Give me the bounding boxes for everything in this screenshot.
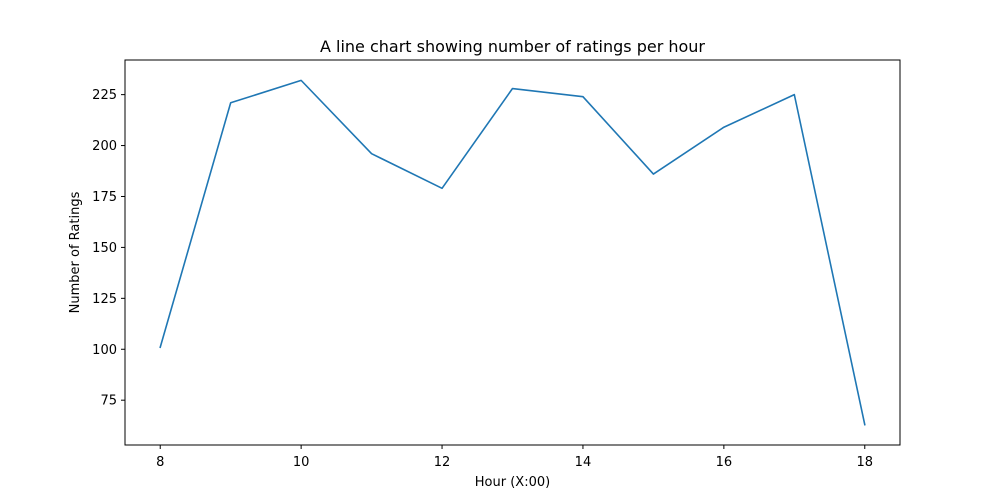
x-tick-label: 18 (856, 455, 873, 470)
x-tick-label: 16 (716, 455, 733, 470)
y-tick-label: 150 (92, 241, 117, 256)
y-tick-label: 75 (100, 394, 117, 409)
series-layer (159, 79, 866, 426)
plot-frame (124, 59, 901, 446)
y-tick-label: 175 (92, 190, 117, 205)
series-line (159, 79, 866, 426)
y-axis-label: Number of Ratings (68, 191, 83, 313)
x-axis-ticks: 8 10 12 14 16 18 (156, 445, 873, 470)
y-tick-label: 225 (92, 88, 117, 103)
x-tick-label: 12 (434, 455, 451, 470)
plot-area: 8 10 12 14 16 18 75 100 125 150 175 200 225 (92, 59, 901, 470)
y-tick-label: 100 (92, 343, 117, 358)
chart-title: A line chart showing number of ratings p… (320, 37, 705, 56)
x-tick-label: 10 (293, 455, 310, 470)
y-tick-label: 125 (92, 292, 117, 307)
x-tick-label: 8 (156, 455, 164, 470)
y-tick-label: 200 (92, 139, 117, 154)
y-axis-ticks: 75 100 125 150 175 200 225 (92, 88, 125, 409)
x-tick-label: 14 (575, 455, 592, 470)
x-axis-label: Hour (X:00) (475, 475, 550, 490)
